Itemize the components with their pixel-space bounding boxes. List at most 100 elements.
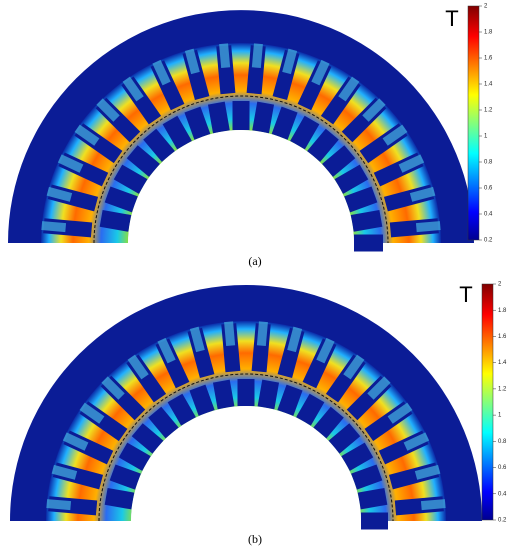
- rotor-slot: [99, 209, 132, 232]
- rotor-slot: [104, 487, 135, 510]
- slot-wedge: [282, 48, 298, 75]
- panel: 0.2 0.4 0.6 0.8 1 1.2 1.4 1.6 1.8 2 T (a): [8, 4, 493, 268]
- slot-wedge: [420, 499, 446, 511]
- slot-wedge: [343, 354, 365, 380]
- colorbar-tick-label: 0.6: [484, 186, 493, 192]
- rotor-slot: [328, 423, 361, 454]
- colorbar-tick-label: 1.4: [498, 360, 507, 366]
- shaft: [131, 406, 361, 521]
- rotor-slot: [126, 145, 160, 177]
- colorbar-tick-label: 2: [498, 282, 502, 288]
- rotor-slot: [252, 101, 275, 134]
- rotor-slot: [313, 406, 344, 439]
- rotor-slot: [257, 379, 280, 410]
- rotor-slot: [361, 512, 388, 530]
- slot-wedge: [338, 76, 360, 102]
- rotor-slot: [212, 379, 235, 410]
- rotor-slot: [322, 145, 356, 177]
- colorbar-unit: T: [459, 282, 472, 307]
- slot-wedge: [224, 321, 236, 347]
- rotor-slot: [357, 487, 388, 510]
- slot-wedge: [414, 464, 441, 480]
- panel: 0.2 0.4 0.6 0.8 1 1.2 1.4 1.6 1.8 2 T (b): [10, 282, 507, 546]
- rotor-slot: [271, 106, 298, 140]
- rotor-slot: [344, 186, 378, 213]
- rotor-slot: [350, 209, 383, 232]
- colorbar-tick-label: 1.6: [498, 334, 507, 340]
- slot-wedge: [387, 402, 413, 424]
- slot-wedge: [96, 98, 120, 122]
- rotor-slot: [307, 128, 339, 162]
- slot-wedge: [287, 326, 303, 353]
- slot-wedge: [79, 402, 105, 424]
- colorbar-tick-label: 1.6: [484, 56, 493, 62]
- colorbar-tick-label: 1.4: [484, 82, 493, 88]
- slot-wedge: [398, 154, 425, 173]
- slot-wedge: [101, 376, 125, 400]
- colorbar-tick-label: 0.6: [498, 465, 507, 471]
- slot-wedge: [127, 354, 149, 380]
- colorbar-tick-label: 1.2: [498, 386, 507, 392]
- rotor-slot: [104, 186, 138, 213]
- colorbar-tick-label: 2: [484, 4, 488, 10]
- rotor-slot: [334, 164, 369, 194]
- slot-wedge: [189, 326, 205, 353]
- colorbar-tick-label: 1.8: [484, 30, 493, 36]
- rotor-slot: [207, 101, 230, 134]
- slot-wedge: [184, 48, 200, 75]
- slot-wedge: [62, 432, 89, 451]
- slot-wedge: [256, 321, 268, 347]
- slot-wedge: [51, 464, 78, 480]
- rotor-slot: [184, 106, 211, 140]
- slot-wedge: [403, 432, 430, 451]
- rotor-slot: [237, 379, 255, 406]
- rotor-slot: [118, 442, 151, 471]
- slot-wedge: [367, 376, 391, 400]
- rotor-slot: [351, 464, 383, 490]
- slot-wedge: [382, 124, 408, 146]
- slot-wedge: [46, 186, 73, 202]
- slot-wedge: [316, 337, 335, 364]
- colorbar-tick-label: 0.4: [498, 491, 507, 497]
- rotor-slot: [341, 442, 374, 471]
- slot-wedge: [251, 43, 263, 69]
- colorbar-tick-label: 1.2: [484, 108, 493, 114]
- air-gap: [93, 95, 389, 244]
- colorbar-tick-label: 1.8: [498, 308, 507, 314]
- rotor-slot: [167, 393, 196, 426]
- slot-wedge: [57, 154, 84, 173]
- slot-wedge: [219, 43, 231, 69]
- slot-wedge: [409, 186, 436, 202]
- slot-wedge: [362, 98, 386, 122]
- rotor-slot: [296, 393, 325, 426]
- slot-wedge: [46, 499, 72, 511]
- colorbar-tick-label: 0.8: [498, 439, 507, 445]
- colorbar: [481, 283, 494, 521]
- slot-wedge: [122, 76, 144, 102]
- rotor-slot: [113, 164, 148, 194]
- rotor-slot: [109, 464, 141, 490]
- colorbar-tick-label: 0.8: [484, 160, 493, 166]
- colorbar-tick-label: 0.2: [484, 238, 493, 244]
- rotor-slot: [162, 115, 192, 150]
- slot-wedge: [41, 221, 67, 233]
- colorbar-tick-label: 1: [484, 134, 488, 140]
- rotor-slot: [232, 101, 250, 130]
- colorbar-tick-label: 0.4: [484, 212, 493, 218]
- slot-wedge: [152, 59, 171, 86]
- caption: (b): [248, 532, 262, 546]
- rotor-slot: [148, 406, 179, 439]
- air-gap: [98, 373, 394, 522]
- slot-wedge: [157, 337, 176, 364]
- rotor-slot: [290, 115, 320, 150]
- slot-wedge: [311, 59, 330, 86]
- shaft: [128, 130, 354, 243]
- rotor-slot: [143, 128, 175, 162]
- slot-wedge: [415, 221, 441, 233]
- rotor-slot: [354, 234, 383, 252]
- caption: (a): [248, 254, 261, 268]
- rotor-slot: [277, 384, 303, 416]
- slot-wedge: [74, 124, 100, 146]
- rotor-slot: [131, 423, 164, 454]
